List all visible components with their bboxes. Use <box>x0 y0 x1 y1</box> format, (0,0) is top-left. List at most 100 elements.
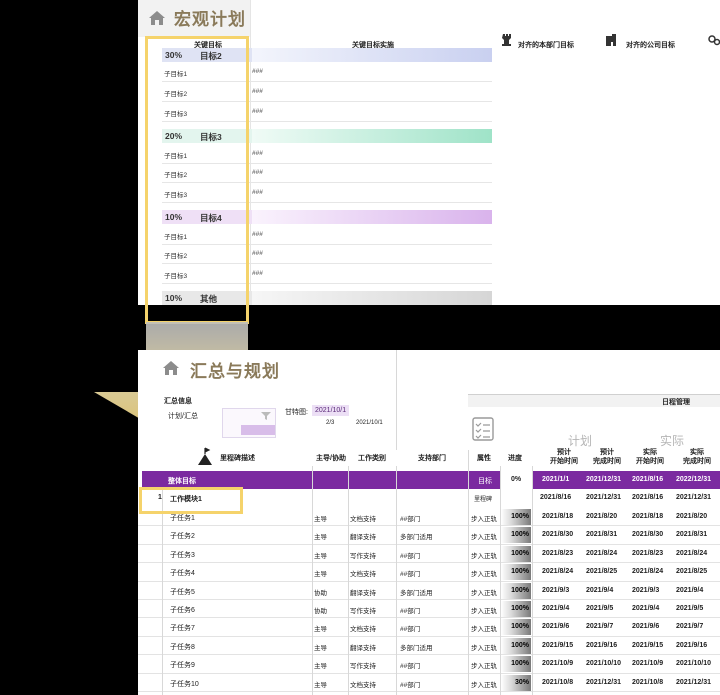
table-row[interactable]: 子任务6 协助 写作支持 ##部门 步入正轨 2021/9/4 2021/9/5 2021/9… <box>138 600 720 619</box>
task-type: 写作支持 <box>350 663 376 671</box>
task-owner: 主导 <box>314 681 327 689</box>
progress-value: 100% <box>511 641 529 649</box>
row-divider <box>162 163 492 164</box>
task-name: 子任务2 <box>170 533 195 541</box>
task-plan-end: 2021/8/31 <box>586 531 618 539</box>
col-attr[interactable]: 属性 <box>477 455 491 462</box>
col-separator <box>500 466 501 695</box>
row-divider <box>138 562 720 564</box>
macro-plan-title: 宏观计划 <box>174 10 246 29</box>
gantt-date-input[interactable]: 2021/10/1 <box>312 405 350 416</box>
task-act-end: 2021/8/24 <box>676 549 708 557</box>
task-plan-end: 2021/10/10 <box>586 660 622 668</box>
table-row[interactable]: 子任务5 协助 翻译支持 多部门适用 步入正轨 2021/9/3 2021/9/4 2021/… <box>138 582 720 600</box>
goal-row-other[interactable]: 10% 其他 <box>162 291 252 305</box>
task-plan-end: 2021/9/4 <box>586 586 614 594</box>
flag-mountain-icon <box>198 447 212 465</box>
goal-name: 其他 <box>200 294 218 304</box>
col-plan-start[interactable]: 预计 开始时间 <box>550 449 578 465</box>
gantt-label: 甘特图: <box>285 409 308 416</box>
table-row[interactable]: 子任务1 主导 文档支持 ##部门 步入正轨 2021/8/18 2021/8/20 2021… <box>138 508 720 527</box>
overall-plan-start: 2021/1/1 <box>542 476 570 483</box>
table-row[interactable]: 子任务2 主导 翻译支持 多部门适用 步入正轨 2021/8/30 2021/8/31 202… <box>138 526 720 545</box>
overall-goal-name: 整体目标 <box>168 478 196 485</box>
goal-percent: 20% <box>165 131 183 141</box>
task-owner: 主导 <box>314 516 327 523</box>
task-attr: 步入正轨 <box>471 589 497 597</box>
sub-goal: 子目标1 <box>164 153 188 160</box>
col-separator <box>348 466 349 695</box>
task-name: 子任务10 <box>170 680 199 688</box>
task-dept: ##部门 <box>400 552 421 560</box>
task-act-start: 2021/8/18 <box>632 513 664 520</box>
task-plan-start: 2021/9/3 <box>542 586 570 594</box>
col-separator <box>532 466 533 695</box>
progress-bar: 100% <box>501 545 531 562</box>
table-row[interactable]: 子任务7 主导 文档支持 ##部门 步入正轨 2021/9/6 2021/9/7 2021/9… <box>138 618 720 637</box>
task-type: 文档支持 <box>350 516 376 523</box>
task-plan-end: 2021/12/31 <box>586 678 622 686</box>
module-name[interactable]: 工作模块1 <box>170 496 202 503</box>
task-dept: ##部门 <box>400 516 421 523</box>
col-milestone[interactable]: 里程碑描述 <box>220 455 255 462</box>
progress-value: 100% <box>511 586 529 594</box>
row-divider <box>138 598 720 600</box>
progress-value: 30% <box>514 678 529 686</box>
task-act-start: 2021/10/8 <box>632 678 664 686</box>
divider <box>250 0 251 305</box>
table-row[interactable]: 子任务8 主导 翻译支持 多部门适用 步入正轨 2021/9/15 2021/9/16 202… <box>138 637 720 656</box>
filter-icon[interactable] <box>261 411 271 421</box>
home-icon[interactable] <box>162 360 180 376</box>
schedule-header: 日程管理 <box>662 399 690 406</box>
task-type: 翻译支持 <box>350 644 376 652</box>
task-dept: ##部门 <box>400 663 421 671</box>
col-plan-end[interactable]: 预计 完成时间 <box>593 449 621 465</box>
task-plan-start: 2021/9/15 <box>542 641 574 649</box>
table-row[interactable]: 子任务3 主导 写作支持 ##部门 步入正轨 2021/8/23 2021/8/24 2021… <box>138 545 720 564</box>
slicer-selected-item[interactable] <box>241 425 275 435</box>
table-row[interactable]: 子任务4 主导 文档支持 ##部门 步入正轨 2021/8/24 2021/8/25 2021… <box>138 563 720 582</box>
col-act-end[interactable]: 实际 完成时间 <box>683 449 711 465</box>
task-attr: 步入正轨 <box>471 626 497 634</box>
task-act-start: 2021/8/23 <box>632 549 664 557</box>
task-act-start: 2021/9/6 <box>632 623 660 631</box>
row-divider <box>162 202 492 203</box>
checklist-icon <box>472 417 494 441</box>
col-owner[interactable]: 主导/协助 <box>316 455 346 462</box>
table-row[interactable]: 子任务10 主导 文档支持 ##部门 步入正轨 2021/10/8 2021/12/31 20… <box>138 674 720 692</box>
col-act-start[interactable]: 实际 开始时间 <box>636 449 664 465</box>
task-type: 写作支持 <box>350 608 376 615</box>
goal-row[interactable]: 30% 目标2 <box>162 48 252 62</box>
goal-row[interactable]: 20% 目标3 <box>162 129 252 143</box>
sub-goal: 子目标3 <box>164 273 188 280</box>
sub-goal: 子目标1 <box>164 234 188 241</box>
task-type: 文档支持 <box>350 571 376 579</box>
task-act-start: 2021/9/15 <box>632 641 664 649</box>
row-divider <box>162 283 492 284</box>
home-icon[interactable] <box>148 10 166 26</box>
task-plan-start: 2021/8/24 <box>542 568 574 576</box>
summary-plan-title: 汇总与规划 <box>190 362 280 381</box>
col-type[interactable]: 工作类别 <box>358 455 386 462</box>
progress-bar: 100% <box>501 601 531 617</box>
slicer-panel[interactable] <box>222 408 276 438</box>
table-row[interactable]: 子任务9 主导 写作支持 ##部门 步入正轨 2021/10/9 2021/10/10 202… <box>138 655 720 674</box>
sub-goal: 子目标2 <box>164 172 188 179</box>
progress-bar: 100% <box>501 564 531 581</box>
task-act-start: 2021/8/24 <box>632 568 664 576</box>
overall-goal-row[interactable] <box>142 471 720 489</box>
task-act-end: 2021/9/5 <box>676 605 704 612</box>
hash-value: ### <box>252 150 263 157</box>
sub-goal: 子目标3 <box>164 111 188 118</box>
goal-row[interactable]: 10% 目标4 <box>162 210 252 224</box>
task-act-end: 2021/9/16 <box>676 641 708 649</box>
task-owner: 协助 <box>314 589 327 597</box>
hash-value: ### <box>252 68 263 75</box>
summary-sub-label: 计划/汇总 <box>168 413 198 420</box>
task-plan-start: 2021/9/4 <box>542 605 570 612</box>
summary-plan-sheet: 汇总与规划 汇总信息 计划/汇总 甘特图: 2021/10/1 2/3 2021… <box>138 350 720 695</box>
col-dept[interactable]: 支持部门 <box>418 455 446 462</box>
highlight-module-row <box>139 487 243 514</box>
col-progress[interactable]: 进度 <box>508 455 522 462</box>
task-attr: 步入正轨 <box>471 552 497 560</box>
